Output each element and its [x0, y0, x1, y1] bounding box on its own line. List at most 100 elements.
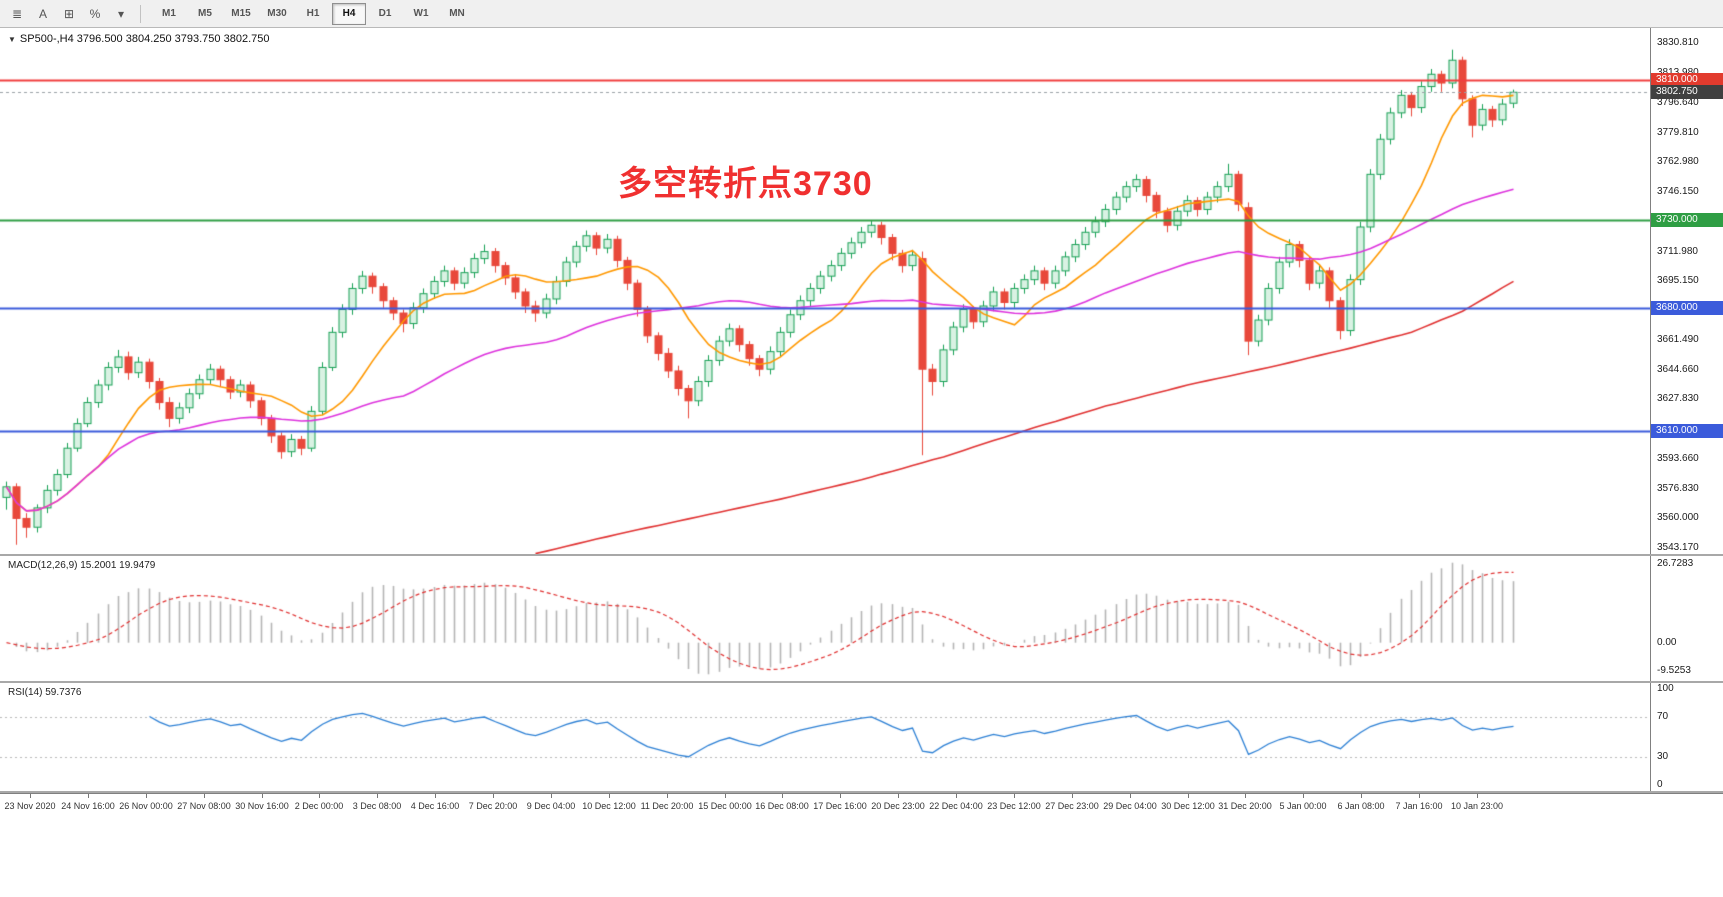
macd-axis-tick: 0.00 — [1657, 636, 1677, 648]
timeframe-button-m5[interactable]: M5 — [198, 8, 212, 19]
time-label: 30 Dec 12:00 — [1161, 801, 1215, 811]
timeframe-button-d1[interactable]: D1 — [378, 8, 392, 19]
time-label: 4 Dec 16:00 — [410, 801, 460, 811]
time-axis-tick — [1303, 794, 1304, 798]
rsi-label: RSI(14) 59.7376 — [8, 687, 82, 698]
chart-menu-triangle-icon[interactable]: ▼ — [8, 34, 16, 44]
time-label: 23 Dec 12:00 — [987, 801, 1041, 811]
time-label: 17 Dec 16:00 — [813, 801, 867, 811]
time-axis-tick — [840, 794, 841, 798]
chart-annotation-text: 多空转折点3730 — [618, 165, 873, 203]
time-axis-tick — [435, 794, 436, 798]
time-axis-tick — [262, 794, 263, 798]
time-axis-tick — [609, 794, 610, 798]
time-axis-tick — [1014, 794, 1015, 798]
timeframe-button-h4[interactable]: H4 — [332, 2, 366, 25]
time-axis-tick — [1245, 794, 1246, 798]
macd-chart-canvas[interactable] — [0, 556, 1650, 681]
timeframe-button-m15[interactable]: M15 — [231, 8, 251, 19]
timeframe-button-m1[interactable]: M1 — [162, 8, 176, 19]
price-panel[interactable]: ▼ SP500-,H4 3796.500 3804.250 3793.750 3… — [0, 28, 1650, 554]
rsi-axis-tick: 30 — [1657, 751, 1669, 762]
panel-separator-time — [0, 791, 1723, 793]
macd-axis[interactable]: 26.7283 0.00 -9.5253 — [1650, 556, 1723, 681]
time-label: 29 Dec 04:00 — [1103, 801, 1157, 811]
time-label: 7 Jan 16:00 — [1395, 801, 1443, 811]
dropdown-caret-icon[interactable]: ▾ — [117, 6, 125, 21]
time-label: 9 Dec 04:00 — [526, 801, 576, 811]
macd-panel[interactable]: MACD(12,26,9) 15.2001 19.9479 — [0, 556, 1650, 681]
rsi-chart-canvas[interactable] — [0, 683, 1650, 791]
time-label: 20 Dec 23:00 — [871, 801, 925, 811]
time-label: 2 Dec 00:00 — [294, 801, 344, 811]
time-label: 24 Nov 16:00 — [61, 801, 115, 811]
timeframe-button-group: M1 M5 M15 M30 H1 H4 D1 W1 MN — [147, 2, 475, 25]
support-line-2-price-tag: 3610.000 — [1651, 423, 1723, 438]
time-axis-tick — [725, 794, 726, 798]
price-axis-tick: 3576.830 — [1657, 482, 1699, 494]
percent-change-icon[interactable]: % — [89, 6, 101, 21]
time-axis-tick — [319, 794, 320, 798]
price-axis-tick: 3813.980 — [1657, 67, 1699, 78]
panel-separator-rsi[interactable] — [0, 681, 1723, 683]
macd-axis-tick: 26.7283 — [1657, 558, 1694, 570]
toolbar-icon-group: ≣ A ⊞% ▾ — [0, 3, 134, 25]
price-axis-tick: 3593.660 — [1657, 453, 1699, 465]
time-label: 3 Dec 08:00 — [352, 801, 402, 811]
price-axis[interactable]: 3830.810 3813.980 3796.640 3779.810 3762.980… — [1650, 28, 1723, 554]
template-grid-icon[interactable]: ⊞ — [63, 6, 75, 21]
time-axis-tick — [88, 794, 89, 798]
macd-label: MACD(12,26,9) 15.2001 19.9479 — [8, 560, 156, 571]
time-axis-tick — [1361, 794, 1362, 798]
time-label: 5 Jan 00:00 — [1279, 801, 1327, 811]
chart-symbol-ohlc: ▼ SP500-,H4 3796.500 3804.250 3793.750 3… — [8, 33, 269, 45]
symbol-ohlc-text: SP500-,H4 3796.500 3804.250 3793.750 380… — [19, 33, 270, 45]
time-label: 23 Nov 2020 — [4, 801, 56, 811]
time-label: 11 Dec 20:00 — [640, 801, 694, 811]
time-axis-tick — [146, 794, 147, 798]
price-chart-canvas[interactable] — [0, 28, 1650, 554]
price-axis-tick: 3796.640 — [1657, 96, 1699, 108]
rsi-axis-tick: 100 — [1657, 683, 1674, 694]
price-axis-tick: 3695.150 — [1657, 275, 1699, 287]
time-axis-tick — [667, 794, 668, 798]
time-label: 27 Dec 23:00 — [1045, 801, 1099, 811]
time-axis-tick — [1477, 794, 1478, 798]
time-label: 30 Nov 16:00 — [235, 801, 289, 811]
time-axis-tick — [1130, 794, 1131, 798]
rsi-panel[interactable]: RSI(14) 59.7376 — [0, 683, 1650, 791]
tick-chart-icon[interactable]: ≣ — [11, 6, 23, 21]
timeframe-button-mn[interactable]: MN — [449, 8, 465, 19]
time-axis-tick — [204, 794, 205, 798]
time-axis-tick — [782, 794, 783, 798]
timeframe-button-w1[interactable]: W1 — [413, 8, 429, 19]
price-axis-tick: 3779.810 — [1657, 126, 1699, 138]
toolbar-separator — [140, 4, 141, 23]
time-label: 10 Dec 12:00 — [582, 801, 636, 811]
time-label: 15 Dec 00:00 — [698, 801, 752, 811]
timeframe-button-h1[interactable]: H1 — [306, 8, 320, 19]
price-axis-tick: 3746.150 — [1657, 185, 1699, 197]
time-label: 31 Dec 20:00 — [1218, 801, 1272, 811]
time-label: 22 Dec 04:00 — [929, 801, 983, 811]
price-axis-tick: 3543.170 — [1657, 541, 1699, 553]
time-label: 27 Nov 08:00 — [177, 801, 231, 811]
price-axis-tick: 3711.980 — [1657, 245, 1698, 257]
time-axis-tick — [377, 794, 378, 798]
price-axis-tick: 3661.490 — [1657, 334, 1699, 346]
time-label: 10 Jan 23:00 — [1450, 801, 1504, 811]
time-axis[interactable]: 23 Nov 2020 24 Nov 16:00 26 Nov 00:00 27 No… — [0, 793, 1723, 818]
time-label: 16 Dec 08:00 — [755, 801, 809, 811]
time-label: 6 Jan 08:00 — [1337, 801, 1385, 811]
rsi-axis[interactable]: 100 70 30 0 — [1650, 683, 1723, 791]
panel-separator-macd[interactable] — [0, 554, 1723, 556]
pivot-line-price-tag: 3730.000 — [1651, 212, 1723, 227]
timeframe-button-m30[interactable]: M30 — [267, 8, 287, 19]
text-annotation-icon[interactable]: A — [38, 6, 47, 21]
time-axis-tick — [30, 794, 31, 798]
time-axis-tick — [1419, 794, 1420, 798]
price-axis-tick: 3644.660 — [1657, 363, 1699, 375]
resistance-line-price-tag: 3810.000 — [1651, 72, 1723, 87]
price-axis-tick: 3560.000 — [1657, 512, 1699, 524]
